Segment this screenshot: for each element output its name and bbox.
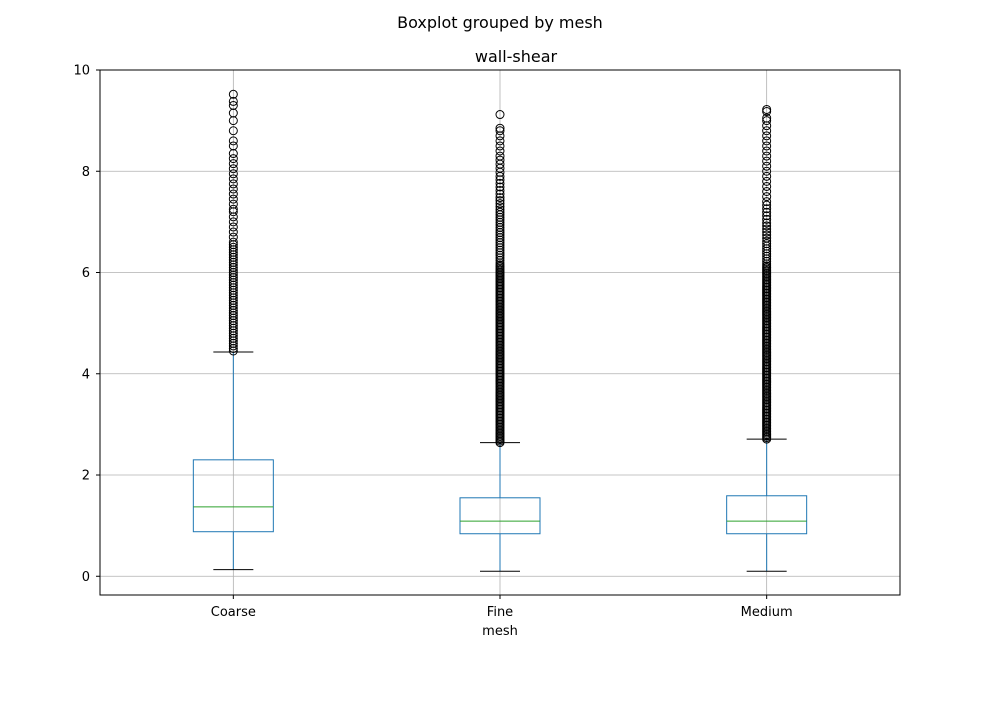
outlier-point xyxy=(762,204,772,214)
box-group-coarse xyxy=(192,89,274,571)
outlier-point xyxy=(228,159,238,169)
outlier-point xyxy=(762,187,772,197)
iqr-box xyxy=(726,495,808,535)
outlier-point xyxy=(228,164,238,174)
iqr-box xyxy=(459,497,541,535)
box-group-medium xyxy=(726,104,808,572)
outlier-point xyxy=(762,211,772,221)
iqr-box xyxy=(192,459,274,533)
outlier-point xyxy=(495,182,505,192)
outlier-point xyxy=(762,113,772,123)
outlier-point xyxy=(228,169,238,179)
outlier-point xyxy=(495,202,505,212)
outlier-point xyxy=(762,156,772,166)
outlier-point xyxy=(495,126,505,136)
outlier-point xyxy=(228,141,238,151)
outlier-point xyxy=(228,154,238,164)
outlier-point xyxy=(762,233,772,243)
outlier-point xyxy=(228,242,238,252)
tick-layer: 0 2 4 6 8 10 Coarse Fine Medium xyxy=(73,64,792,621)
y-tick-label: 10 xyxy=(73,64,90,79)
outlier-point xyxy=(762,136,772,146)
outlier-point xyxy=(228,222,238,232)
outlier-point xyxy=(762,236,772,246)
outlier-point xyxy=(495,199,505,209)
outlier-point xyxy=(762,239,772,249)
x-tick-label-fine: Fine xyxy=(487,605,513,620)
outlier-point xyxy=(495,155,505,165)
outlier-point xyxy=(495,193,505,203)
outlier-point xyxy=(495,185,505,195)
y-tick-label: 6 xyxy=(82,266,90,281)
outlier-point xyxy=(495,151,505,161)
outlier-point xyxy=(762,104,772,114)
outlier-point xyxy=(762,227,772,237)
outlier-point xyxy=(228,126,238,136)
x-tick-label-coarse: Coarse xyxy=(211,605,256,620)
outlier-point xyxy=(228,89,238,99)
outlier-point xyxy=(228,237,238,247)
outlier-point xyxy=(495,207,505,217)
outlier-point xyxy=(228,189,238,199)
x-tick-label-medium: Medium xyxy=(741,605,793,620)
outlier-point xyxy=(228,96,238,106)
outlier-point xyxy=(228,179,238,189)
y-tick-label: 4 xyxy=(82,367,90,382)
outlier-point xyxy=(228,194,238,204)
outlier-point xyxy=(762,176,772,186)
outlier-point xyxy=(762,181,772,191)
outlier-point xyxy=(495,141,505,151)
outlier-point xyxy=(495,205,505,215)
outlier-point xyxy=(762,224,772,234)
y-tick-label: 8 xyxy=(82,165,90,180)
box-layer xyxy=(192,89,808,572)
y-tick-label: 0 xyxy=(82,570,90,585)
figure-suptitle: Boxplot grouped by mesh xyxy=(397,13,603,32)
outlier-point xyxy=(762,116,772,126)
outlier-point xyxy=(762,151,772,161)
outlier-point xyxy=(762,218,772,228)
y-tick-label: 2 xyxy=(82,469,90,484)
box-group-fine xyxy=(459,110,541,572)
outlier-point xyxy=(495,146,505,156)
outlier-point xyxy=(762,161,772,171)
outlier-point xyxy=(762,221,772,231)
outlier-point xyxy=(495,196,505,206)
outlier-point xyxy=(495,110,505,120)
outlier-point xyxy=(228,199,238,209)
outlier-point xyxy=(762,230,772,240)
outlier-point xyxy=(228,227,238,237)
outlier-point xyxy=(762,141,772,151)
outlier-point xyxy=(762,171,772,181)
outlier-point xyxy=(228,232,238,242)
outlier-point xyxy=(762,192,772,202)
outlier-point xyxy=(762,126,772,136)
outlier-point xyxy=(495,136,505,146)
outlier-point xyxy=(228,100,238,110)
outlier-point xyxy=(762,131,772,141)
outlier-point xyxy=(495,178,505,188)
outlier-point xyxy=(762,166,772,176)
outlier-point xyxy=(228,184,238,194)
plot-frame xyxy=(99,69,901,596)
outlier-point xyxy=(495,189,505,199)
axes-title: wall-shear xyxy=(475,47,558,66)
outlier-point xyxy=(228,136,238,146)
outlier-point xyxy=(228,174,238,184)
outlier-point xyxy=(762,146,772,156)
outlier-point xyxy=(228,204,238,214)
outlier-point xyxy=(762,214,772,224)
outlier-point xyxy=(762,207,772,217)
outlier-point xyxy=(762,197,772,207)
outlier-point xyxy=(228,217,238,227)
outlier-point xyxy=(762,200,772,210)
outlier-point xyxy=(495,123,505,133)
x-axis-label: mesh xyxy=(482,624,518,639)
